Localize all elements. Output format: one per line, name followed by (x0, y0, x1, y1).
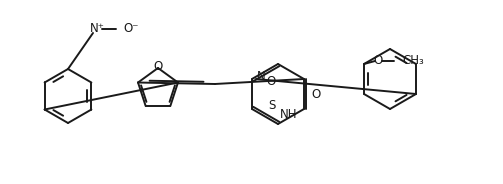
Text: O: O (267, 75, 276, 88)
Text: NH: NH (280, 107, 297, 121)
Text: N: N (257, 70, 266, 84)
Text: S: S (268, 99, 275, 112)
Text: O: O (311, 88, 320, 100)
Text: CH₃: CH₃ (402, 54, 424, 68)
Text: N⁺: N⁺ (90, 22, 105, 36)
Text: O⁻: O⁻ (123, 22, 138, 36)
Text: O: O (153, 61, 162, 73)
Text: O: O (373, 54, 383, 68)
